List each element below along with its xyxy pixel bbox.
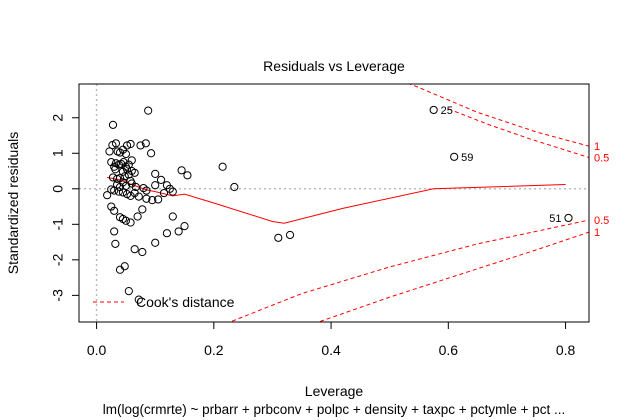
data-point	[125, 287, 132, 294]
data-point	[184, 172, 191, 179]
data-point	[181, 222, 188, 229]
point-label-59: 59	[461, 152, 473, 164]
data-point	[152, 182, 159, 189]
x-tick-label: 0.6	[439, 342, 459, 358]
model-formula: lm(log(crmrte) ~ prbarr + prbconv + polp…	[103, 402, 566, 417]
data-point	[286, 231, 293, 238]
x-axis: 0.0 0.2 0.4 0.6 0.8	[87, 322, 576, 358]
data-point	[145, 107, 152, 114]
data-point	[157, 176, 164, 183]
x-tick-label: 0.8	[556, 342, 576, 358]
cooks-label-lower-1: 1	[594, 227, 600, 239]
data-point	[127, 219, 134, 226]
x-axis-label: Leverage	[305, 383, 364, 399]
chart-title: Residuals vs Leverage	[263, 58, 405, 74]
data-point	[131, 246, 138, 253]
point-label-51: 51	[549, 213, 561, 225]
data-point	[169, 213, 176, 220]
data-point	[152, 239, 159, 246]
data-point	[430, 106, 437, 113]
cooks-label-lower-0-5: 0.5	[594, 215, 609, 227]
y-tick-label: -3	[50, 289, 66, 302]
data-point	[178, 167, 185, 174]
data-point	[148, 150, 155, 157]
y-tick-label: 2	[50, 114, 66, 122]
data-point	[116, 266, 123, 273]
cooks-label-upper-0-5: 0.5	[594, 153, 609, 165]
x-tick-label: 0.4	[321, 342, 341, 358]
data-point	[175, 228, 182, 235]
cooks-contour-lower-1	[313, 232, 589, 324]
data-point	[163, 230, 170, 237]
x-tick-label: 0.2	[204, 342, 224, 358]
data-point	[111, 228, 118, 235]
data-point	[139, 248, 146, 255]
cooks-contour-upper-0-5	[448, 109, 589, 158]
data-point	[152, 170, 159, 177]
data-point	[112, 240, 119, 247]
data-point	[219, 163, 226, 170]
legend-cooks-label: Cook's distance	[136, 294, 235, 310]
cooks-label-upper-1: 1	[594, 141, 600, 153]
data-point	[139, 206, 146, 213]
y-axis-label: Standardized residuals	[5, 132, 21, 274]
data-point	[134, 213, 141, 220]
y-tick-label: -1	[50, 218, 66, 231]
data-point	[565, 214, 572, 221]
cooks-contour-lower-0-5	[226, 220, 589, 324]
data-point	[275, 234, 282, 241]
data-point	[104, 192, 111, 199]
y-tick-label: -2	[50, 253, 66, 266]
y-axis: -3 -2 -1 0 1 2	[50, 114, 79, 302]
legend: Cook's distance	[93, 294, 235, 310]
y-tick-label: 1	[50, 149, 66, 157]
plot-frame	[79, 84, 589, 322]
data-point	[109, 121, 116, 128]
point-label-25: 25	[441, 105, 453, 117]
data-point	[121, 263, 128, 270]
data-point	[109, 174, 116, 181]
x-tick-label: 0.0	[87, 342, 107, 358]
data-point	[451, 153, 458, 160]
y-tick-label: 0	[50, 185, 66, 193]
